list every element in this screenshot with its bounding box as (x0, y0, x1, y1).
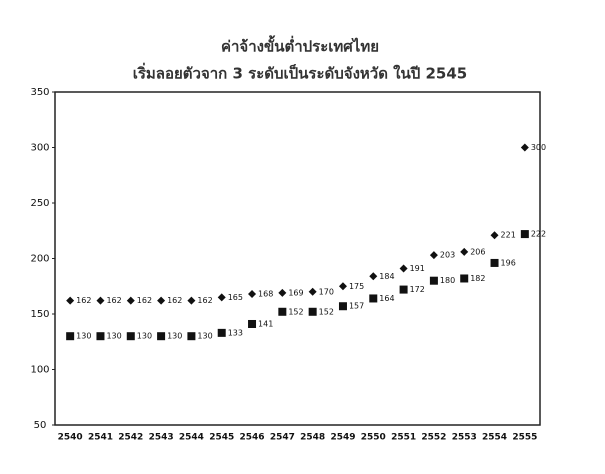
value-label: 133 (228, 328, 243, 337)
value-label: 300 (531, 143, 546, 152)
point (338, 282, 347, 291)
point (460, 274, 469, 283)
chart-title: ค่าจ้างขั้นต่ำประเทศไทย (221, 35, 379, 56)
x-tick-label: 2555 (512, 433, 537, 443)
point (399, 285, 408, 294)
x-tick-label: 2548 (300, 433, 325, 443)
x-tick-label: 2551 (391, 433, 416, 443)
value-label: 182 (470, 274, 485, 283)
point (248, 290, 257, 299)
point (187, 332, 196, 341)
y-tick-label: 150 (30, 309, 49, 320)
value-label: 175 (349, 282, 364, 291)
value-label: 130 (106, 332, 121, 341)
point (217, 293, 226, 302)
value-label: 162 (167, 296, 182, 305)
point (66, 296, 75, 305)
point (278, 307, 287, 316)
value-label: 162 (76, 296, 91, 305)
point (399, 264, 408, 273)
value-label: 141 (258, 319, 273, 328)
value-label: 130 (167, 332, 182, 341)
y-tick-label: 100 (30, 365, 49, 376)
value-label: 157 (349, 302, 364, 311)
point (460, 247, 469, 256)
x-tick-label: 2553 (452, 433, 477, 443)
y-tick-label: 200 (30, 254, 49, 265)
point (369, 272, 378, 281)
x-tick-label: 2542 (118, 433, 143, 443)
value-label: 164 (379, 294, 394, 303)
point (278, 288, 287, 297)
x-tick-label: 2546 (240, 433, 265, 443)
point (490, 231, 499, 240)
value-label: 162 (137, 296, 152, 305)
value-label: 165 (228, 293, 243, 302)
value-label: 191 (410, 264, 425, 273)
value-label: 203 (440, 251, 455, 260)
x-tick-label: 2541 (88, 433, 113, 443)
x-tick-label: 2544 (179, 433, 204, 443)
point (369, 294, 378, 303)
point (157, 332, 166, 341)
x-tick-label: 2545 (209, 433, 234, 443)
point (520, 230, 529, 239)
y-tick-label: 350 (30, 87, 49, 98)
point (308, 287, 317, 296)
x-tick-label: 2543 (149, 433, 174, 443)
point (308, 307, 317, 316)
value-label: 184 (379, 272, 394, 281)
x-tick-label: 2540 (58, 433, 83, 443)
point (126, 332, 135, 341)
point (490, 258, 499, 267)
y-tick-label: 300 (30, 143, 49, 154)
point (157, 296, 166, 305)
x-tick-label: 2550 (361, 433, 386, 443)
point (126, 296, 135, 305)
x-tick-label: 2547 (270, 433, 295, 443)
chart-subtitle: เริ่มลอยตัวจาก 3 ระดับเป็นระดับจังหวัด ใ… (133, 63, 468, 83)
point (520, 143, 529, 152)
x-tick-label: 2552 (421, 433, 446, 443)
value-label: 152 (319, 307, 334, 316)
point (187, 296, 196, 305)
value-label: 152 (288, 307, 303, 316)
value-label: 162 (106, 296, 121, 305)
point (248, 319, 257, 328)
value-label: 206 (470, 247, 485, 256)
y-tick-label: 50 (34, 420, 47, 431)
point (217, 328, 226, 337)
value-label: 130 (197, 332, 212, 341)
value-label: 196 (501, 258, 516, 267)
value-label: 180 (440, 276, 455, 285)
value-label: 162 (197, 296, 212, 305)
value-label: 130 (137, 332, 152, 341)
point (429, 251, 438, 260)
value-label: 221 (501, 231, 516, 240)
value-label: 169 (288, 288, 303, 297)
point (96, 332, 105, 341)
x-tick-label: 2549 (330, 433, 355, 443)
x-tick-label: 2554 (482, 433, 507, 443)
value-label: 168 (258, 290, 273, 299)
value-label: 172 (410, 285, 425, 294)
point (338, 302, 347, 311)
value-label: 130 (76, 332, 91, 341)
point (96, 296, 105, 305)
point (429, 276, 438, 285)
y-tick-label: 250 (30, 198, 49, 209)
value-label: 170 (319, 287, 334, 296)
value-label: 222 (531, 230, 546, 239)
point (66, 332, 75, 341)
